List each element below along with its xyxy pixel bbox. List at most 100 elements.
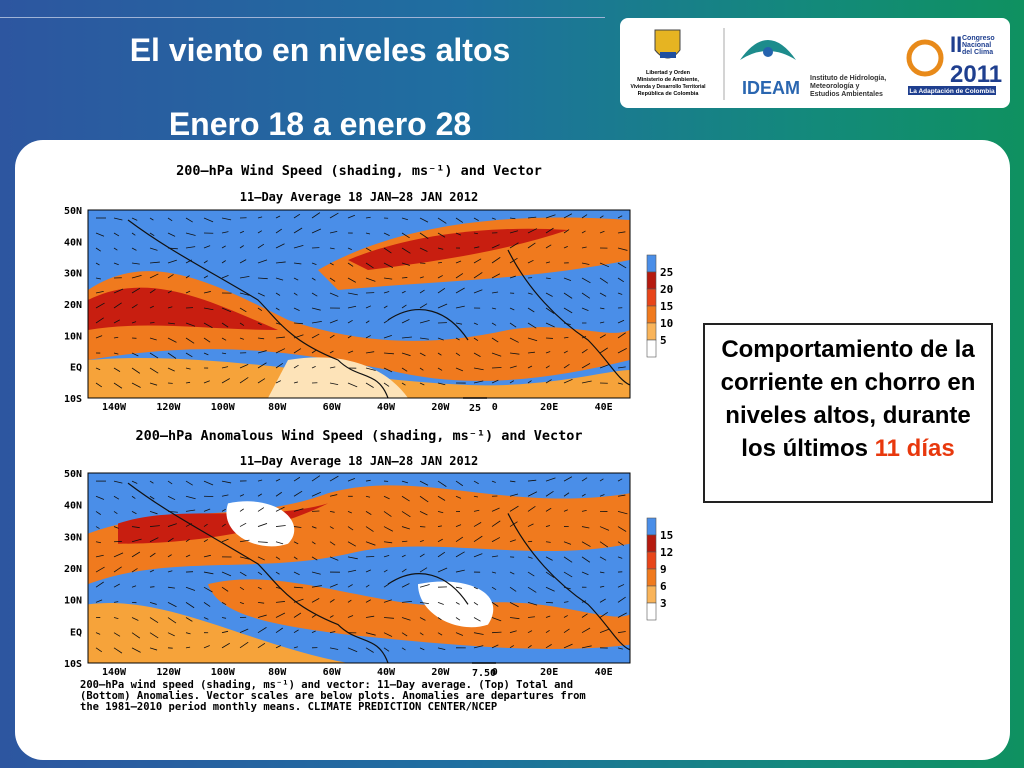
wind-vector: [599, 541, 609, 548]
wind-vector: [311, 333, 320, 339]
colorbar-label: 15: [660, 300, 673, 313]
wind-vector: [509, 307, 515, 311]
wind-vector: [329, 541, 336, 546]
wind-vector: [239, 363, 249, 369]
wind-vector: [473, 272, 483, 279]
wind-vector: [509, 322, 517, 328]
wind-vector: [329, 615, 334, 618]
wind-vector: [95, 554, 104, 558]
wind-vector: [617, 584, 625, 588]
wind-vector: [419, 217, 429, 223]
wind-vector: [113, 495, 120, 500]
wind-vector: [167, 217, 173, 222]
wind-vector: [599, 526, 610, 531]
wind-vector: [113, 617, 119, 620]
wind-vector: [275, 292, 281, 296]
wind-vector: [311, 630, 316, 634]
wind-vector: [545, 214, 556, 219]
rule: [0, 17, 605, 18]
ideam-name: IDEAM: [742, 78, 800, 98]
wind-vector: [599, 611, 608, 618]
wind-vector: [599, 628, 610, 634]
wind-vector: [581, 380, 592, 384]
wind-vector: [563, 492, 570, 497]
wind-vector: [203, 539, 209, 543]
caption: (Bottom) Anomalies. Vector scales are be…: [80, 690, 586, 702]
wind-vector: [617, 292, 623, 295]
wind-vector: [167, 586, 176, 589]
ideam-full: Instituto de Hidrología,: [810, 75, 886, 82]
wind-vector: [383, 232, 390, 236]
wind-vector: [149, 569, 154, 573]
wind-vector: [203, 352, 209, 356]
wind-vector: [401, 367, 408, 372]
wind-vector: [131, 495, 136, 499]
wind-vector: [113, 480, 123, 484]
colorbar-box: [646, 288, 657, 307]
wind-vector: [347, 247, 352, 250]
congress-text: del Clima: [962, 49, 993, 56]
ideam-full: Meteorología y: [810, 83, 860, 90]
wind-vector: [545, 307, 555, 314]
colorbar-label: 10: [660, 317, 673, 330]
lon-label: 100W: [211, 402, 236, 413]
lon-label: 120W: [156, 402, 181, 413]
wind-vector: [365, 495, 371, 498]
wind-vector: [149, 537, 159, 543]
wind-vector: [185, 367, 191, 370]
wind-vector: [347, 511, 352, 514]
wind-vector: [527, 523, 534, 527]
wind-vector: [563, 322, 571, 326]
wind-vector: [185, 259, 192, 264]
wind-vector: [473, 602, 479, 606]
wind-vector: [131, 352, 139, 357]
wind-vector: [311, 212, 321, 219]
wind-vector: [167, 274, 174, 279]
wind-vector: [473, 322, 478, 325]
wind-vector: [545, 541, 551, 543]
wind-vector: [347, 319, 353, 324]
wind-vector: [221, 586, 229, 592]
wind-vector: [257, 627, 267, 634]
wind-vector: [239, 522, 247, 527]
wind-vector: [167, 322, 176, 325]
wind-vector: [329, 631, 336, 634]
wind-vector: [203, 523, 208, 527]
wind-vector: [113, 382, 123, 389]
wind-vector: [311, 491, 322, 497]
wind-vector: [419, 632, 424, 636]
wind-vector: [509, 645, 514, 649]
wind-vector: [455, 232, 462, 236]
wind-vector: [203, 260, 208, 264]
wind-vector: [617, 596, 626, 603]
wind-vector: [599, 215, 604, 219]
wind-vector: [455, 495, 462, 499]
lon-label: 20W: [431, 402, 450, 413]
wind-vector: [275, 215, 281, 219]
wind-vector: [167, 632, 175, 637]
wind-vector: [509, 365, 517, 369]
wind-vector: [383, 382, 390, 387]
wind-vector: [563, 509, 568, 512]
map: [88, 210, 631, 399]
wind-vector: [617, 348, 627, 354]
wind-vector: [473, 380, 484, 384]
ideam-full: Estudios Ambientales: [810, 91, 883, 98]
wind-vector: [419, 584, 430, 588]
wind-vector: [383, 555, 390, 558]
wind-vector: [419, 495, 429, 503]
wind-vector: [437, 647, 446, 651]
wind-vector: [239, 556, 250, 560]
wind-vector: [185, 495, 196, 500]
title: El viento en niveles altos: [129, 32, 511, 68]
wind-vector: [617, 612, 627, 618]
wind-vector: [95, 511, 101, 515]
wind-vector: [131, 247, 137, 251]
wind-vector: [347, 214, 356, 219]
wind-vector: [167, 259, 177, 264]
wind-vector: [437, 303, 448, 309]
wind-vector: [167, 495, 176, 501]
wind-vector: [473, 617, 481, 622]
wind-vector: [491, 555, 499, 558]
wind-vector: [347, 277, 357, 283]
